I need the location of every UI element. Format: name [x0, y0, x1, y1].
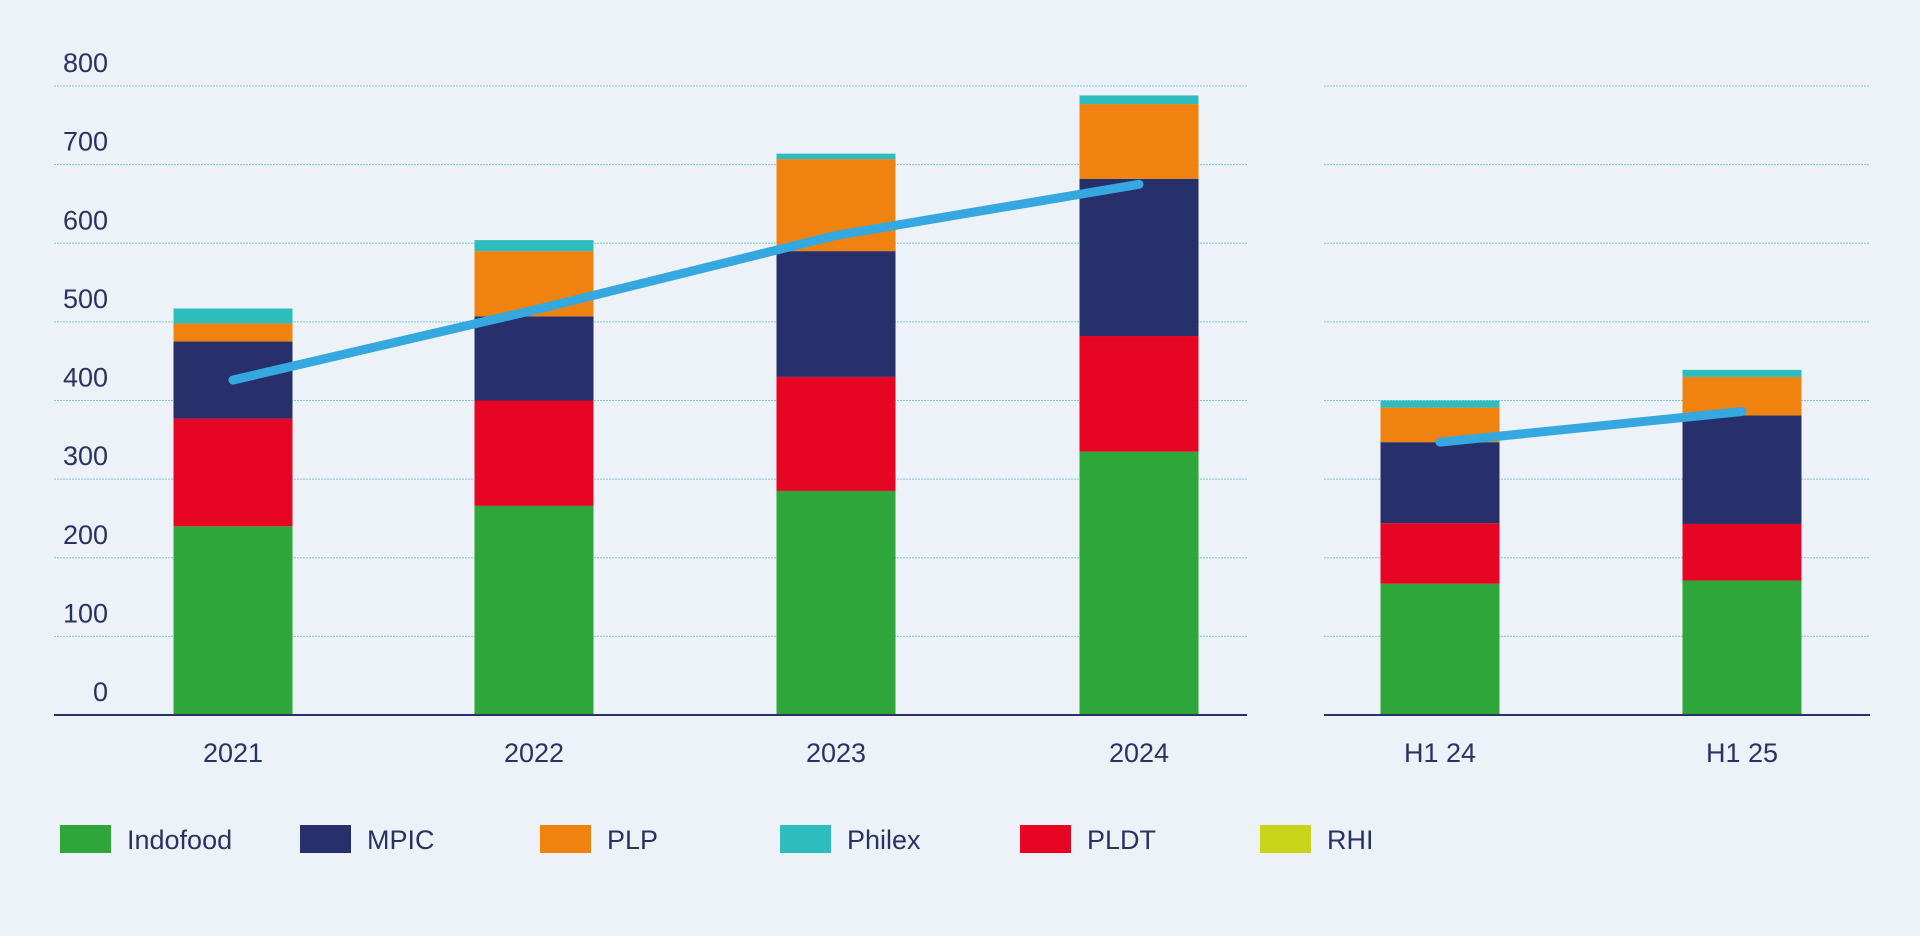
y-tick-label: 400 — [63, 363, 108, 393]
bar-indofood — [173, 526, 293, 715]
bar-pldt — [173, 418, 293, 527]
bar-indofood — [474, 505, 594, 715]
legend-swatch-mpic — [300, 825, 351, 853]
bar-mpic — [1380, 442, 1500, 524]
legend-swatch-indofood — [60, 825, 111, 853]
bar-philex — [1079, 95, 1199, 105]
x-tick-label: 2024 — [1109, 738, 1169, 768]
bar-pldt — [1079, 336, 1199, 452]
bar-pldt — [1380, 523, 1500, 584]
bar-mpic — [776, 251, 896, 377]
legend-swatch-plp — [540, 825, 591, 853]
x-tick-label: H1 25 — [1706, 738, 1778, 768]
bar-mpic — [1682, 415, 1802, 524]
y-tick-label: 200 — [63, 520, 108, 550]
bar-pldt — [776, 376, 896, 491]
legend-swatch-pldt — [1020, 825, 1071, 853]
bar-indofood — [1079, 451, 1199, 715]
bar-philex — [474, 240, 594, 252]
y-tick-label: 300 — [63, 441, 108, 471]
bar-philex — [173, 308, 293, 324]
bar-indofood — [776, 490, 896, 715]
bar-mpic — [474, 316, 594, 401]
bar-pldt — [474, 400, 594, 506]
bar-mpic — [1079, 178, 1199, 337]
y-tick-label: 500 — [63, 284, 108, 314]
y-tick-label: 700 — [63, 127, 108, 157]
x-tick-label: H1 24 — [1404, 738, 1476, 768]
trend-line — [1435, 407, 1747, 447]
bar-plp — [1079, 104, 1199, 179]
x-tick-label: 2021 — [203, 738, 263, 768]
legend-swatch-philex — [780, 825, 831, 853]
trend-line — [228, 179, 1144, 385]
bar-philex — [776, 153, 896, 160]
y-tick-label: 0 — [93, 677, 108, 707]
bar-philex — [1682, 369, 1802, 377]
legend-label-indofood: Indofood — [127, 825, 232, 855]
legend-label-mpic: MPIC — [367, 825, 435, 855]
x-tick-label: 2022 — [504, 738, 564, 768]
legend-label-plp: PLP — [607, 825, 658, 855]
legend-label-rhi: RHI — [1327, 825, 1374, 855]
legend-label-philex: Philex — [847, 825, 921, 855]
bar-pldt — [1682, 523, 1802, 581]
y-tick-label: 600 — [63, 205, 108, 235]
legend-label-pldt: PLDT — [1087, 825, 1156, 855]
bar-philex — [1380, 400, 1500, 408]
y-tick-label: 800 — [63, 48, 108, 78]
bar-indofood — [1380, 583, 1500, 715]
bar-indofood — [1682, 580, 1802, 715]
x-tick-label: 2023 — [806, 738, 866, 768]
bar-plp — [173, 323, 293, 342]
legend-swatch-rhi — [1260, 825, 1311, 853]
y-tick-label: 100 — [63, 598, 108, 628]
